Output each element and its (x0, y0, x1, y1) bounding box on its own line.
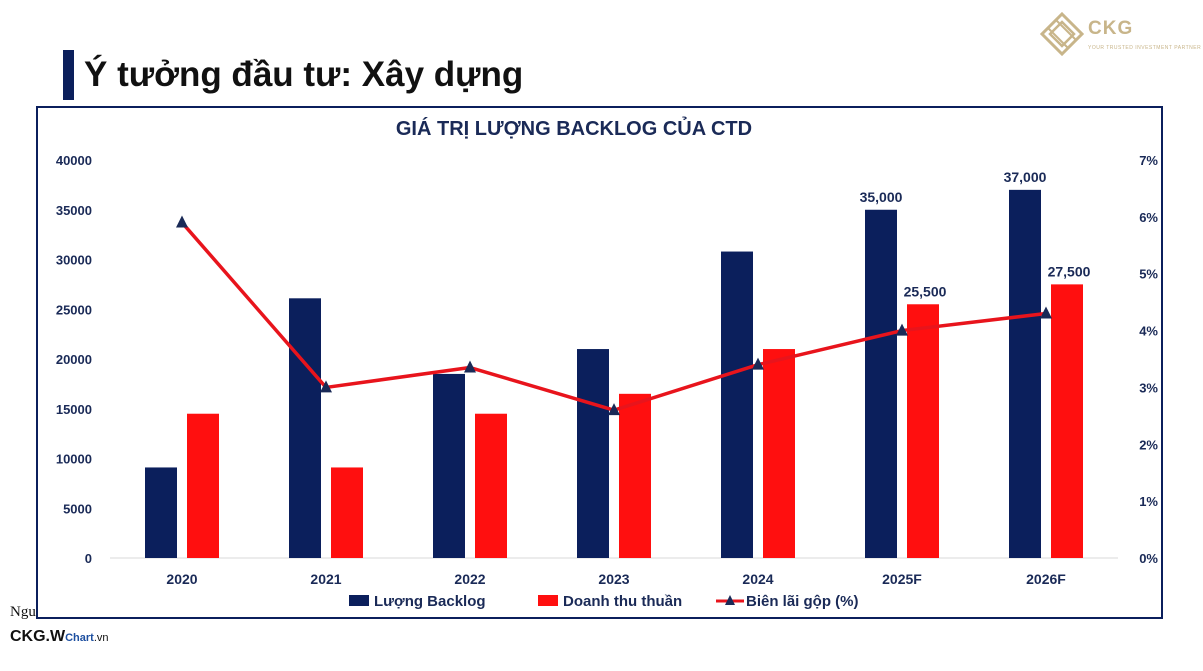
margin-marker (1040, 306, 1052, 319)
slide-title: Ý tưởng đầu tư: Xây dựng (84, 55, 524, 94)
margin-marker (176, 215, 188, 228)
revenue-bar (187, 413, 219, 558)
legend-backlog-swatch (349, 595, 369, 606)
backlog-bar (865, 209, 897, 558)
ckg-logo: CKG YOUR TRUSTED INVESTMENT PARTNER (1040, 12, 1201, 62)
y-right-tick-label: 4% (1139, 324, 1158, 339)
revenue-bar (475, 413, 507, 558)
revenue-bar (619, 393, 651, 558)
revenue-bar (907, 304, 939, 558)
y-right-tick-label: 7% (1139, 153, 1158, 168)
backlog-data-label: 37,000 (1004, 169, 1047, 185)
backlog-bar (1009, 189, 1041, 558)
brand-tld: .vn (93, 632, 109, 644)
y-left-tick-label: 5000 (63, 501, 92, 516)
y-left-tick-label: 20000 (56, 352, 92, 367)
backlog-bar (433, 373, 465, 558)
chart-title: GIÁ TRỊ LƯỢNG BACKLOG CỦA CTD (396, 116, 752, 140)
margin-marker (320, 380, 332, 393)
logo-tagline: YOUR TRUSTED INVESTMENT PARTNER (1088, 45, 1202, 51)
backlog-chart: GIÁ TRỊ LƯỢNG BACKLOG CỦA CTD 0 5000 10000 1… (56, 116, 1159, 610)
brand-watermark: CKG.WChart.vn (10, 628, 109, 646)
footer-source-text: Ngu (10, 604, 36, 620)
margin-marker (896, 323, 908, 336)
y-right-tick-label: 6% (1139, 210, 1158, 225)
legend-backlog-label: Lượng Backlog (374, 593, 486, 610)
backlog-bar (721, 251, 753, 559)
y-left-tick-label: 0 (85, 551, 92, 566)
title-accent-bar (63, 50, 74, 100)
chart-frame: GIÁ TRỊ LƯỢNG BACKLOG CỦA CTD 0 5000 10000 1… (36, 106, 1163, 619)
margin-marker (464, 360, 476, 373)
legend-margin-marker (725, 595, 735, 605)
revenue-bar (1051, 284, 1083, 558)
x-tick-label: 2022 (454, 571, 485, 587)
y-left-tick-label: 15000 (56, 402, 92, 417)
margin-marker (608, 403, 620, 416)
revenue-bar (763, 349, 795, 558)
revenue-bar (331, 467, 363, 558)
x-tick-label: 2020 (166, 571, 197, 587)
backlog-bar (289, 298, 321, 558)
backlog-data-label: 35,000 (860, 189, 903, 205)
y-right-tick-label: 0% (1139, 551, 1158, 566)
y-left-tick-label: 25000 (56, 302, 92, 317)
x-tick-label: 2023 (598, 571, 629, 587)
brand-main: CKG.W (10, 628, 66, 645)
legend-margin-label: Biên lãi gộp (%) (746, 593, 859, 610)
ckg-logo-icon (1040, 12, 1084, 56)
y-right-tick-label: 3% (1139, 380, 1158, 395)
backlog-bar (577, 349, 609, 558)
x-tick-label: 2026F (1026, 571, 1066, 587)
y-left-tick-label: 35000 (56, 203, 92, 218)
y-right-tick-label: 1% (1139, 494, 1158, 509)
brand-sub: Chart (65, 632, 94, 644)
x-tick-label: 2021 (310, 571, 341, 587)
revenue-data-label: 25,500 (904, 283, 947, 299)
y-left-tick-label: 40000 (56, 153, 92, 168)
margin-marker (752, 357, 764, 370)
logo-name: CKG (1088, 18, 1134, 39)
y-left-tick-label: 10000 (56, 452, 92, 467)
y-left-tick-label: 30000 (56, 253, 92, 268)
x-tick-label: 2025F (882, 571, 922, 587)
revenue-data-label: 27,500 (1048, 263, 1091, 279)
y-right-tick-label: 5% (1139, 267, 1158, 282)
x-tick-label: 2024 (742, 571, 773, 587)
y-right-tick-label: 2% (1139, 437, 1158, 452)
backlog-bar (145, 467, 177, 558)
legend-revenue-label: Doanh thu thuần (563, 593, 682, 610)
legend-revenue-swatch (538, 595, 558, 606)
